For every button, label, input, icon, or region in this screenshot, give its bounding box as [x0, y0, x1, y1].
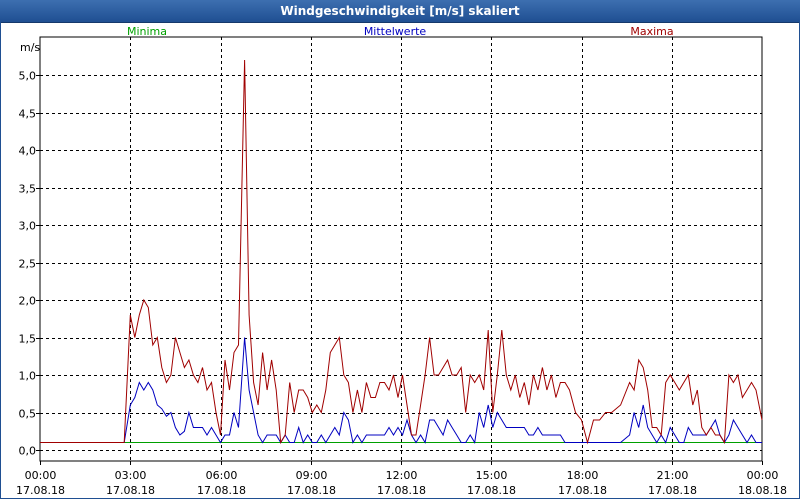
- y-tick-label: 0,0: [19, 445, 37, 458]
- x-tick-label-date: 17.08.18: [197, 484, 246, 497]
- legend-maxima: Maxima: [630, 25, 673, 38]
- x-tick-label-date: 17.08.18: [648, 484, 697, 497]
- y-tick-label: 3,5: [19, 183, 37, 196]
- y-tick-label: 1,0: [19, 370, 37, 383]
- y-axis-label: m/s: [20, 41, 40, 54]
- y-tick-label: 5,0: [19, 70, 37, 83]
- x-tick-label-date: 17.08.18: [106, 484, 155, 497]
- x-tick-label-time: 12:00: [386, 469, 418, 482]
- y-tick-label: 4,5: [19, 108, 37, 121]
- y-tick-label: 2,0: [19, 295, 37, 308]
- x-tick-label-time: 18:00: [567, 469, 599, 482]
- y-tick-label: 1,5: [19, 333, 37, 346]
- window-title: Windgeschwindigkeit [m/s] skaliert: [0, 0, 800, 23]
- series-line-maxima: [40, 59, 763, 445]
- series-line-mittelwerte: [40, 337, 762, 444]
- y-tick-label: 2,5: [19, 258, 37, 271]
- x-tick-label-date: 17.08.18: [287, 484, 336, 497]
- y-tick-label: 0,5: [19, 408, 37, 421]
- x-tick-label-date: 17.08.18: [16, 484, 65, 497]
- x-tick-label-time: 06:00: [206, 469, 238, 482]
- x-tick-label-date: 17.08.18: [377, 484, 426, 497]
- legend-mittelwerte: Mittelwerte: [364, 25, 427, 38]
- x-tick-label-date: 17.08.18: [558, 484, 607, 497]
- x-tick-label-time: 03:00: [115, 469, 147, 482]
- x-tick-label-time: 09:00: [296, 469, 328, 482]
- y-tick-label: 4,0: [19, 145, 37, 158]
- x-tick-label-time: 15:00: [476, 469, 508, 482]
- x-tick-label-time: 00:00: [747, 469, 779, 482]
- y-tick-label: 3,0: [19, 220, 37, 233]
- x-tick-label-date: 18.08.18: [738, 484, 787, 497]
- x-tick-label-time: 21:00: [657, 469, 689, 482]
- legend-minima: Minima: [127, 25, 167, 38]
- x-tick-label-date: 17.08.18: [467, 484, 516, 497]
- x-tick-label-time: 00:00: [25, 469, 57, 482]
